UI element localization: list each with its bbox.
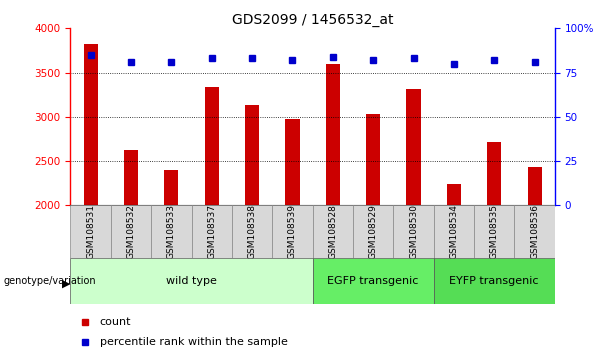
Bar [83,44,97,205]
Text: GSM108534: GSM108534 [449,204,459,259]
Bar [313,258,434,304]
Bar [286,120,300,205]
Bar [111,205,151,258]
Text: EYFP transgenic: EYFP transgenic [449,276,539,286]
Text: EGFP transgenic: EGFP transgenic [327,276,419,286]
Title: GDS2099 / 1456532_at: GDS2099 / 1456532_at [232,13,394,27]
Text: percentile rank within the sample: percentile rank within the sample [99,337,287,347]
Text: GSM108535: GSM108535 [490,204,499,259]
Bar [528,167,542,205]
Bar [151,205,191,258]
Bar [232,205,272,258]
Bar [433,205,474,258]
Bar [191,205,232,258]
Text: GSM108538: GSM108538 [248,204,257,259]
Bar [474,205,514,258]
Bar [205,87,219,205]
Bar [70,258,313,304]
Text: GSM108529: GSM108529 [368,204,378,259]
Text: GSM108539: GSM108539 [288,204,297,259]
Bar [514,205,555,258]
Text: GSM108531: GSM108531 [86,204,95,259]
Text: GSM108530: GSM108530 [409,204,418,259]
Text: GSM108532: GSM108532 [126,204,135,259]
Bar [272,205,313,258]
Text: GSM108533: GSM108533 [167,204,176,259]
Text: wild type: wild type [166,276,217,286]
Bar [124,150,138,205]
Text: GSM108537: GSM108537 [207,204,216,259]
Text: ▶: ▶ [62,279,70,289]
Text: genotype/variation: genotype/variation [3,276,96,286]
Text: count: count [99,317,131,327]
Bar [313,205,353,258]
Bar [394,205,434,258]
Bar [447,184,461,205]
Bar [245,105,259,205]
Bar [353,205,394,258]
Bar [326,64,340,205]
Bar [70,205,111,258]
Text: GSM108528: GSM108528 [329,204,337,259]
Bar [366,114,380,205]
Bar [433,258,555,304]
Bar [487,143,501,205]
Bar [164,170,178,205]
Text: GSM108536: GSM108536 [530,204,539,259]
Bar [406,90,421,205]
